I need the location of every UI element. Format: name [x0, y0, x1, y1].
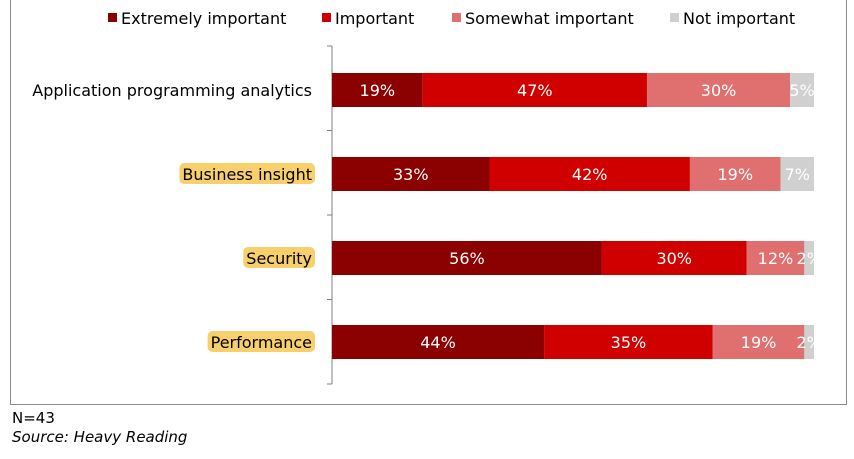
source-note: Source: Heavy Reading [12, 428, 188, 446]
bar-segment [601, 241, 747, 275]
legend-swatch-2 [322, 13, 331, 22]
category-highlight [243, 247, 315, 268]
bar-segment [746, 241, 805, 275]
category-highlight [179, 163, 315, 184]
bar-segment [489, 157, 690, 191]
bar-segment [332, 157, 490, 191]
legend-swatch-4 [670, 13, 679, 22]
legend-label-3: Somewhat important [465, 9, 634, 28]
chart-frame [10, 0, 847, 405]
sample-size-note: N=43 [12, 409, 55, 427]
legend-label-1: Extremely important [121, 9, 286, 28]
bar-segment [332, 241, 602, 275]
data-label: 56% [449, 249, 485, 268]
data-label: 19% [741, 333, 777, 352]
bar-segment [646, 73, 791, 107]
bar-segment [780, 157, 814, 191]
legend-swatch-3 [452, 13, 461, 22]
data-label: 19% [717, 165, 753, 184]
category-highlight [207, 331, 315, 352]
data-label: 47% [517, 81, 553, 100]
bars: 19% 47% 30% 5%33% 42% 19% 7%56% 30% 12% 2%44% 35% 1… [332, 73, 822, 359]
bar-segment [544, 325, 713, 359]
bar-segment [712, 325, 805, 359]
bar-segment [804, 325, 814, 359]
data-label: 33% [393, 165, 429, 184]
bar-segment [332, 73, 423, 107]
bar-segment [332, 325, 545, 359]
data-label: 30% [701, 81, 737, 100]
legend-label-4: Not important [683, 9, 795, 28]
category-label: Security [246, 249, 312, 268]
category-labels: Application programming analytics Busines… [32, 81, 315, 352]
category-label: Business insight [182, 165, 312, 184]
legend-swatch-1 [108, 13, 117, 22]
data-label: 7% [785, 165, 810, 184]
data-label: 2% [796, 333, 821, 352]
bar-segment [422, 73, 647, 107]
legend: Extremely important Important Somewhat imp… [108, 9, 795, 28]
category-axis [327, 45, 333, 385]
bar-segment [804, 241, 814, 275]
legend-label-2: Important [335, 9, 414, 28]
data-label: 42% [572, 165, 608, 184]
data-label: 19% [360, 81, 396, 100]
data-label: 5% [789, 81, 814, 100]
data-label: 2% [796, 249, 821, 268]
category-label: Performance [211, 333, 312, 352]
category-label: Application programming analytics [32, 81, 312, 100]
data-label: 30% [656, 249, 692, 268]
data-label: 12% [758, 249, 794, 268]
bar-segment [790, 73, 814, 107]
data-label: 35% [611, 333, 647, 352]
bar-segment [689, 157, 781, 191]
data-label: 44% [420, 333, 456, 352]
